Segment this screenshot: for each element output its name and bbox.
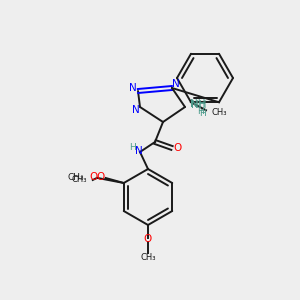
Text: N: N: [135, 146, 143, 156]
Text: H: H: [196, 107, 203, 116]
Text: O: O: [174, 143, 182, 153]
Text: CH₃: CH₃: [71, 176, 87, 184]
Text: CH₃: CH₃: [212, 108, 227, 117]
Text: O: O: [97, 172, 105, 182]
Text: H: H: [130, 142, 136, 152]
Text: CH₃: CH₃: [140, 253, 156, 262]
Text: N: N: [129, 83, 137, 93]
Text: CH₃: CH₃: [67, 172, 84, 182]
Text: NH: NH: [191, 100, 207, 110]
Text: H: H: [200, 109, 206, 118]
Text: O: O: [144, 234, 152, 244]
Text: NH: NH: [190, 99, 206, 109]
Text: O: O: [90, 172, 98, 182]
Text: N: N: [172, 79, 180, 89]
Text: N: N: [132, 105, 140, 115]
